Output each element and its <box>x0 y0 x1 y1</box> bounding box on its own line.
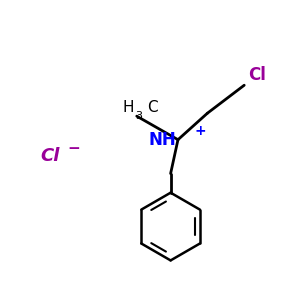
Text: +: + <box>194 124 206 138</box>
Text: 3: 3 <box>135 111 142 122</box>
Text: C: C <box>147 100 158 115</box>
Text: Cl: Cl <box>248 66 266 84</box>
Text: −: − <box>67 141 80 156</box>
Text: H: H <box>122 100 134 115</box>
Text: NH: NH <box>149 131 176 149</box>
Text: Cl: Cl <box>40 147 60 165</box>
